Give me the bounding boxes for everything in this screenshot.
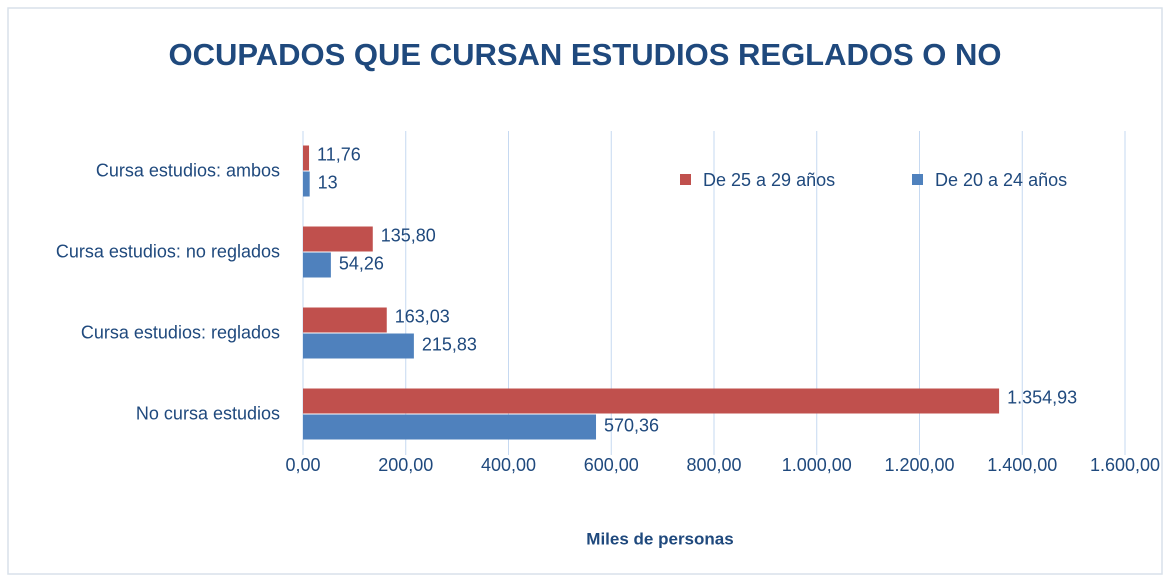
bar <box>303 171 310 197</box>
data-label: 570,36 <box>604 415 659 435</box>
legend-label: De 25 a 29 años <box>703 170 835 190</box>
bar <box>303 414 597 440</box>
data-label: 13 <box>318 172 338 192</box>
y-tick-label: No cursa estudios <box>136 403 280 423</box>
data-label: 163,03 <box>395 306 450 326</box>
chart-border <box>7 7 1163 575</box>
legend-swatch <box>680 174 691 185</box>
data-label: 11,76 <box>317 144 361 164</box>
bar <box>303 333 414 359</box>
x-tick-label: 1.400,00 <box>987 455 1057 475</box>
chart-title: OCUPADOS QUE CURSAN ESTUDIOS REGLADOS O … <box>168 37 1001 72</box>
legend-label: De 20 a 24 años <box>935 170 1067 190</box>
x-tick-label: 200,00 <box>378 455 433 475</box>
data-label: 1.354,93 <box>1007 387 1077 407</box>
x-tick-label: 1.600,00 <box>1090 455 1160 475</box>
y-tick-label: Cursa estudios: ambos <box>96 160 280 180</box>
data-label: 215,83 <box>422 334 477 354</box>
x-tick-label: 800,00 <box>686 455 741 475</box>
x-tick-label: 1.200,00 <box>884 455 954 475</box>
y-tick-label: Cursa estudios: reglados <box>81 322 280 342</box>
x-tick-label: 0,00 <box>285 455 320 475</box>
x-tick-label: 600,00 <box>584 455 639 475</box>
bar <box>303 145 310 171</box>
bar <box>303 252 331 278</box>
x-tick-label: 400,00 <box>481 455 536 475</box>
bar <box>303 388 1000 414</box>
x-axis-title: Miles de personas <box>586 529 733 548</box>
legend-swatch <box>912 174 923 185</box>
y-tick-label: Cursa estudios: no reglados <box>56 241 280 261</box>
data-label: 135,80 <box>381 225 436 245</box>
bar <box>303 307 387 333</box>
data-label: 54,26 <box>339 253 384 273</box>
x-tick-label: 1.000,00 <box>782 455 852 475</box>
bar <box>303 226 373 252</box>
